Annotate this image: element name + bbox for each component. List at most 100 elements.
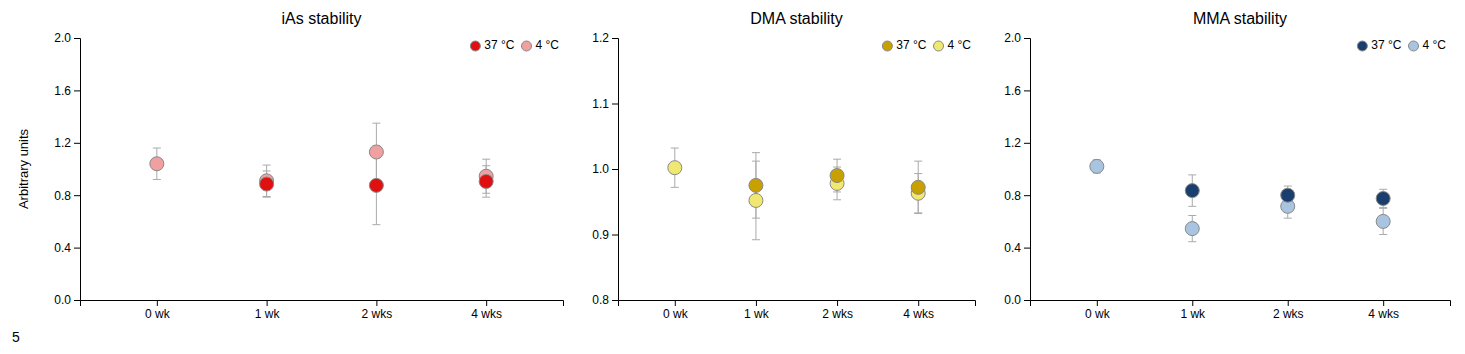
x-tick: 0 wk — [145, 300, 171, 321]
tick-mark — [612, 104, 618, 105]
tick-label: 2 wks — [1273, 307, 1304, 321]
tick-label: 2 wks — [822, 307, 853, 321]
tick-mark — [74, 248, 80, 249]
tick-label: 1 wk — [1180, 307, 1206, 321]
tick-mark — [612, 235, 618, 236]
y-axis: 0.80.91.01.11.2 — [592, 31, 618, 307]
y-tick: 1.0 — [592, 162, 618, 176]
tick-mark — [1288, 300, 1289, 306]
tick-mark — [1024, 90, 1030, 91]
legend-label: 37 °C — [896, 38, 926, 52]
y-axis: 0.00.40.81.21.62.0 — [54, 31, 80, 307]
tick-label: 1.2 — [592, 31, 609, 45]
point — [1376, 214, 1390, 228]
tick-label: 2.0 — [54, 31, 71, 45]
tick-label: 0.4 — [1004, 241, 1021, 255]
tick-mark — [1192, 300, 1193, 306]
x-tick: 4 wks — [1368, 300, 1399, 321]
y-tick: 0.8 — [592, 293, 618, 307]
panel: 0.00.40.81.21.62.00 wk1 wk2 wks4 wksMMA … — [1004, 10, 1450, 321]
legend-marker — [882, 41, 892, 51]
x-tick: 4 wks — [471, 300, 502, 321]
tick-mark — [74, 90, 80, 91]
tick-mark — [756, 300, 757, 306]
title: iAs stability — [281, 10, 361, 27]
tick-label: 0.0 — [54, 293, 71, 307]
tick-mark — [1383, 300, 1384, 306]
tick-mark — [837, 300, 838, 306]
x-tick: 2 wks — [1273, 300, 1304, 321]
y-tick: 0.9 — [592, 228, 618, 242]
legend: 37 °C 4 °C — [470, 38, 559, 52]
tick-mark — [1024, 300, 1030, 301]
tick-mark — [267, 300, 268, 306]
tick-label: 4 wks — [1368, 307, 1399, 321]
x-tick: 1 wk — [1180, 300, 1206, 321]
point — [479, 174, 493, 188]
series — [150, 145, 493, 188]
point — [1281, 188, 1295, 202]
tick-mark — [1097, 300, 1098, 306]
axis-line — [612, 39, 619, 301]
tick-label: 0 wk — [663, 307, 689, 321]
tick-label: 0.8 — [54, 189, 71, 203]
axis-line — [1024, 39, 1031, 301]
tick-mark — [1024, 248, 1030, 249]
marks — [1090, 159, 1390, 241]
legend-item: 4 °C — [522, 38, 560, 52]
tick-label: 4 wks — [903, 307, 934, 321]
tick-label: 1.2 — [54, 136, 71, 150]
panel: 0.00.40.81.21.62.00 wk1 wk2 wks4 wksiAs … — [16, 10, 564, 321]
tick-label: 1 wk — [255, 307, 281, 321]
series — [1090, 159, 1390, 235]
tick-mark — [612, 38, 618, 39]
tick-label: 0 wk — [1085, 307, 1111, 321]
tick-mark — [74, 143, 80, 144]
tick-mark — [74, 300, 80, 301]
tick-label: 1 wk — [744, 307, 770, 321]
y-tick: 1.2 — [592, 31, 618, 45]
legend-item: 37 °C — [882, 38, 926, 52]
legend-marker — [934, 41, 944, 51]
x-axis: 0 wk 1 wk 2 wks 4 wks — [1031, 300, 1451, 321]
y-axis-title: Arbitrary units — [16, 128, 31, 209]
point — [1185, 184, 1199, 198]
series — [1185, 184, 1390, 206]
legend-label: 4 °C — [536, 38, 560, 52]
axis-line — [619, 301, 976, 307]
x-tick: 4 wks — [903, 300, 934, 321]
point — [749, 193, 763, 207]
y-tick: 1.6 — [54, 84, 80, 98]
y-tick: 2.0 — [54, 31, 80, 45]
tick-label: 0.0 — [1004, 293, 1021, 307]
tick-label: 0 wk — [145, 307, 171, 321]
series — [749, 169, 925, 195]
tick-label: 2 wks — [362, 307, 393, 321]
legend-marker — [470, 41, 480, 51]
tick-mark — [918, 300, 919, 306]
chart-svg: 0.0 0.4 0.8 1.2 1.6 2.0 0 wk 1 wk 2 wks 4 wks iAs … — [0, 0, 1465, 354]
y-tick: 0.0 — [54, 293, 80, 307]
tick-mark — [612, 300, 618, 301]
x-tick: 1 wk — [744, 300, 770, 321]
point — [1185, 222, 1199, 236]
y-tick: 2.0 — [1004, 31, 1030, 45]
chart-container: 0.0 0.4 0.8 1.2 1.6 2.0 0 wk 1 wk 2 wks 4 wks iAs … — [0, 0, 1465, 354]
y-tick: 1.2 — [1004, 136, 1030, 150]
point — [668, 161, 682, 175]
tick-label: 1.2 — [1004, 136, 1021, 150]
legend: 37 °C4 °C — [882, 38, 971, 52]
legend-item: 37 °C — [1357, 38, 1401, 52]
x-tick: 0 wk — [663, 300, 689, 321]
tick-mark — [1024, 143, 1030, 144]
point — [830, 169, 844, 183]
tick-label: 1.6 — [54, 84, 71, 98]
axis-line — [74, 39, 81, 301]
y-tick: 1.6 — [1004, 84, 1030, 98]
tick-label: 0.8 — [592, 293, 609, 307]
tick-label: 1.6 — [1004, 84, 1021, 98]
legend-item: 37 °C — [470, 38, 514, 52]
y-tick: 0.8 — [1004, 189, 1030, 203]
tick-label: 2.0 — [1004, 31, 1021, 45]
legend-marker — [522, 41, 532, 51]
